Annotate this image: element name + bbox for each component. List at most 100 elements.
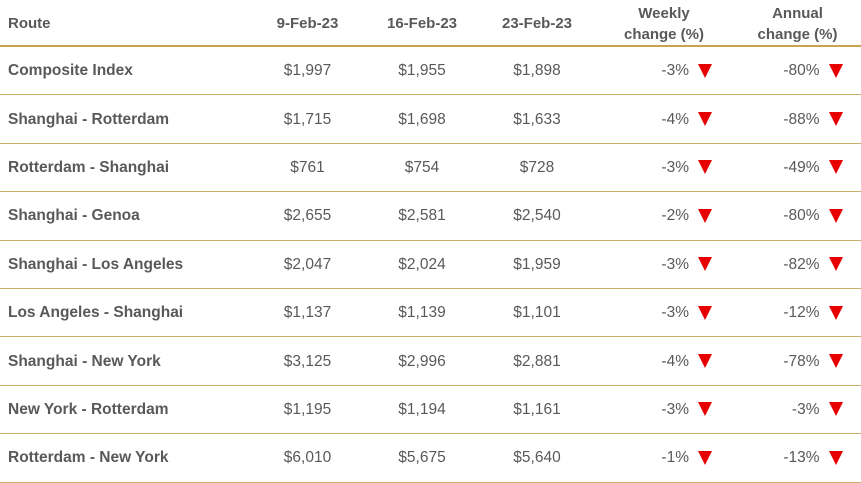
weekly-change-value: -2% (661, 207, 689, 225)
annual-change-wrap: -3% (753, 399, 843, 420)
route-wrap: Rotterdam - New York (8, 449, 169, 466)
rate-date-1-value: $1,715 (283, 110, 332, 128)
weekly-change-wrap: -1% (616, 447, 712, 468)
rate-date-3-wrap: $1,633 (513, 111, 560, 128)
rate-date-1-value: $1,997 (283, 62, 332, 80)
header-date-3-label: 23-Feb-23 (501, 15, 573, 32)
rate-date-3-wrap: $1,161 (513, 401, 560, 418)
annual-change-cell: -3% (734, 399, 861, 420)
rate-date-2-wrap: $754 (405, 159, 439, 176)
header-weekly-change: Weekly change (%) (594, 2, 734, 45)
route-cell: Rotterdam - New York (0, 447, 251, 468)
rate-date-2-value: $1,698 (398, 110, 446, 128)
annual-change-cell: -88% (734, 109, 861, 130)
weekly-change-wrap: -3% (616, 399, 712, 420)
route-wrap: Los Angeles - Shanghai (8, 304, 183, 321)
rate-date-3-cell: $2,881 (480, 351, 594, 372)
table-row: Rotterdam - New York $6,010 $5,675 $5,640 -1… (0, 434, 861, 483)
rate-date-2-wrap: $1,194 (398, 401, 445, 418)
rate-date-3-wrap: $2,540 (513, 207, 560, 224)
rate-date-1-wrap: $761 (290, 159, 324, 176)
rate-date-1-wrap: $1,195 (284, 401, 331, 418)
route-cell: Rotterdam - Shanghai (0, 157, 251, 178)
weekly-change-wrap: -3% (616, 157, 712, 178)
rate-date-1-wrap: $1,137 (284, 304, 331, 321)
rate-date-2-wrap: $2,996 (398, 353, 445, 370)
weekly-change-wrap: -3% (616, 60, 712, 81)
route-value: Los Angeles - Shanghai (8, 304, 184, 322)
rate-date-3-value: $728 (519, 158, 555, 176)
rate-date-3-value: $2,540 (513, 207, 561, 225)
rate-date-1-wrap: $3,125 (284, 353, 331, 370)
weekly-change-wrap: -4% (616, 109, 712, 130)
table-row: Shanghai - Los Angeles $2,047 $2,024 $1,959… (0, 241, 861, 289)
weekly-change-cell: -3% (594, 399, 734, 420)
annual-change-wrap: -13% (753, 447, 843, 468)
rate-date-1-cell: $761 (251, 157, 364, 178)
rate-date-3-cell: $5,640 (480, 447, 594, 468)
header-weekly-line-1: Weekly (638, 5, 690, 22)
route-wrap: Shanghai - Genoa (8, 207, 140, 224)
route-cell: Composite Index (0, 60, 251, 81)
annual-change-value: -88% (783, 110, 820, 128)
route-cell: New York - Rotterdam (0, 399, 251, 420)
rate-date-3-value: $1,161 (513, 400, 561, 418)
route-value: New York - Rotterdam (8, 400, 169, 418)
header-annual-line-2: change (%) (757, 26, 838, 43)
down-arrow-icon (698, 354, 712, 369)
annual-change-cell: -80% (734, 205, 861, 226)
weekly-change-wrap: -3% (616, 302, 712, 323)
rate-date-1-value: $1,137 (283, 304, 332, 322)
rate-date-3-cell: $1,161 (480, 399, 594, 420)
down-arrow-icon (698, 257, 712, 272)
rate-date-3-value: $1,633 (513, 110, 561, 128)
rate-date-2-value: $2,581 (398, 207, 446, 225)
annual-change-cell: -49% (734, 157, 861, 178)
annual-change-cell: -12% (734, 302, 861, 323)
weekly-change-value: -3% (661, 304, 689, 322)
weekly-change-wrap: -3% (616, 254, 712, 275)
rate-date-1-wrap: $1,997 (284, 62, 331, 79)
rate-date-2-value: $2,024 (398, 255, 446, 273)
rate-date-1-wrap: $1,715 (284, 111, 331, 128)
rate-date-1-value: $1,195 (283, 400, 332, 418)
rate-date-2-value: $5,675 (398, 449, 446, 467)
rate-date-2-wrap: $1,139 (398, 304, 445, 321)
weekly-change-value: -3% (661, 255, 689, 273)
route-cell: Shanghai - Rotterdam (0, 109, 251, 130)
annual-change-wrap: -82% (753, 254, 843, 275)
route-value: Rotterdam - Shanghai (8, 158, 170, 176)
rate-date-1-cell: $3,125 (251, 351, 364, 372)
header-weekly-line-2: change (%) (623, 26, 704, 43)
route-value: Shanghai - Genoa (8, 207, 140, 225)
annual-change-cell: -78% (734, 351, 861, 372)
weekly-change-cell: -3% (594, 254, 734, 275)
route-value: Shanghai - New York (8, 352, 161, 370)
rate-date-2-cell: $2,996 (364, 351, 480, 372)
weekly-change-cell: -1% (594, 447, 734, 468)
rate-date-3-value: $1,959 (513, 255, 561, 273)
weekly-change-value: -1% (661, 449, 689, 467)
route-wrap: Rotterdam - Shanghai (8, 159, 169, 176)
table-row: Composite Index $1,997 $1,955 $1,898 -3% -80% (0, 47, 861, 96)
rate-date-2-cell: $2,024 (364, 254, 480, 275)
route-wrap: New York - Rotterdam (8, 401, 169, 418)
header-date-3: 23-Feb-23 (480, 2, 594, 34)
header-date-2-label: 16-Feb-23 (386, 15, 458, 32)
annual-change-value: -3% (791, 400, 820, 418)
route-value: Shanghai - Rotterdam (8, 110, 170, 128)
annual-change-cell: -82% (734, 254, 861, 275)
rate-date-1-cell: $1,137 (251, 302, 364, 323)
rate-date-3-cell: $1,101 (480, 302, 594, 323)
header-date-2: 16-Feb-23 (364, 2, 480, 34)
down-arrow-icon (828, 354, 843, 369)
route-wrap: Composite Index (8, 62, 133, 79)
rate-date-3-wrap: $728 (520, 159, 554, 176)
table-row: New York - Rotterdam $1,195 $1,194 $1,161 -3… (0, 386, 861, 435)
table-header: Route 9-Feb-23 16-Feb-23 23-Feb-23 Weekl… (0, 0, 861, 47)
rate-date-3-value: $2,881 (513, 352, 561, 370)
weekly-change-value: -4% (661, 352, 689, 370)
annual-change-value: -80% (783, 62, 820, 80)
table-row: Rotterdam - Shanghai $761 $754 $728 -3% -49% (0, 144, 861, 193)
